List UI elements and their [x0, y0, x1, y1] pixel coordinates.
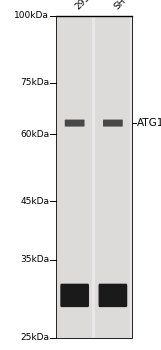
Text: ATG14: ATG14 — [137, 118, 161, 128]
FancyBboxPatch shape — [103, 120, 123, 127]
FancyBboxPatch shape — [56, 16, 132, 338]
FancyBboxPatch shape — [65, 120, 85, 127]
FancyBboxPatch shape — [95, 16, 130, 338]
Text: 35kDa: 35kDa — [20, 255, 49, 264]
FancyBboxPatch shape — [60, 284, 89, 307]
Text: 293T: 293T — [74, 0, 96, 12]
Text: 45kDa: 45kDa — [20, 197, 49, 206]
Text: 25kDa: 25kDa — [20, 333, 49, 342]
Text: 60kDa: 60kDa — [20, 130, 49, 139]
FancyBboxPatch shape — [99, 284, 127, 307]
Text: 100kDa: 100kDa — [14, 11, 49, 20]
Text: SH-SY5Y: SH-SY5Y — [112, 0, 145, 12]
FancyBboxPatch shape — [57, 16, 92, 338]
Text: 75kDa: 75kDa — [20, 78, 49, 87]
